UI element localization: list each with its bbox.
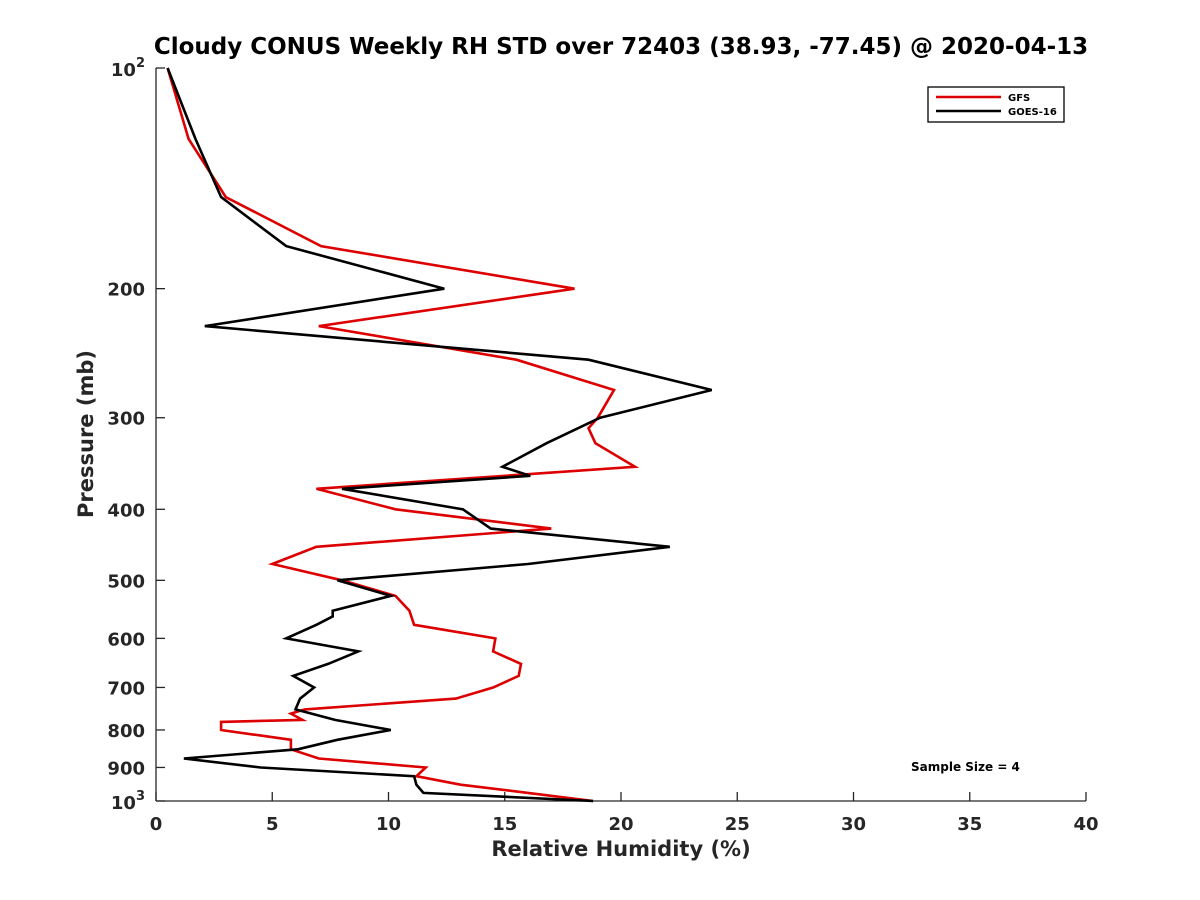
y-tick-label: 400 (107, 500, 145, 521)
y-tick-label: 103 (111, 789, 145, 814)
x-tick-label: 35 (957, 814, 982, 835)
legend-label-goes-16: GOES-16 (1008, 107, 1057, 118)
x-axis-label: Relative Humidity (%) (491, 837, 750, 861)
series-layer (166, 67, 713, 803)
y-tick-label: 800 (107, 721, 145, 742)
y-tick-label: 900 (107, 758, 145, 779)
legend-label-gfs: GFS (1008, 93, 1030, 104)
y-tick-label: 200 (107, 280, 145, 301)
x-tick-label: 10 (376, 814, 401, 835)
x-tick-label: 25 (725, 814, 750, 835)
chart-title: Cloudy CONUS Weekly RH STD over 72403 (3… (154, 34, 1088, 60)
x-tick-label: 20 (608, 814, 633, 835)
y-axis-label: Pressure (mb) (74, 350, 98, 518)
y-tick-exponent: 2 (136, 56, 145, 71)
x-tick-label: 5 (266, 814, 279, 835)
y-tick-label: 500 (107, 571, 145, 592)
x-tick-label: 0 (150, 814, 163, 835)
legend-items: GFS GOES-16 (936, 93, 1057, 118)
x-tick-label: 15 (492, 814, 517, 835)
legend-box (927, 86, 1065, 123)
x-ticks: 0 5 10 15 20 25 30 35 40 (150, 792, 1099, 835)
y-tick-label: 600 (107, 629, 145, 650)
y-tick-label: 102 (111, 56, 145, 81)
y-tick-exponent: 3 (136, 789, 145, 804)
x-tick-label: 40 (1073, 814, 1098, 835)
y-tick-base: 10 (111, 60, 136, 81)
x-tick-label: 30 (841, 814, 866, 835)
series-line-goes-16 (166, 67, 713, 803)
legend: GFS GOES-16 (927, 86, 1065, 123)
series-line-gfs (166, 67, 640, 803)
y-tick-label: 700 (107, 678, 145, 699)
y-tick-base: 10 (111, 793, 136, 814)
y-tick-label: 300 (107, 409, 145, 430)
sample-size-annotation: Sample Size = 4 (911, 760, 1020, 774)
